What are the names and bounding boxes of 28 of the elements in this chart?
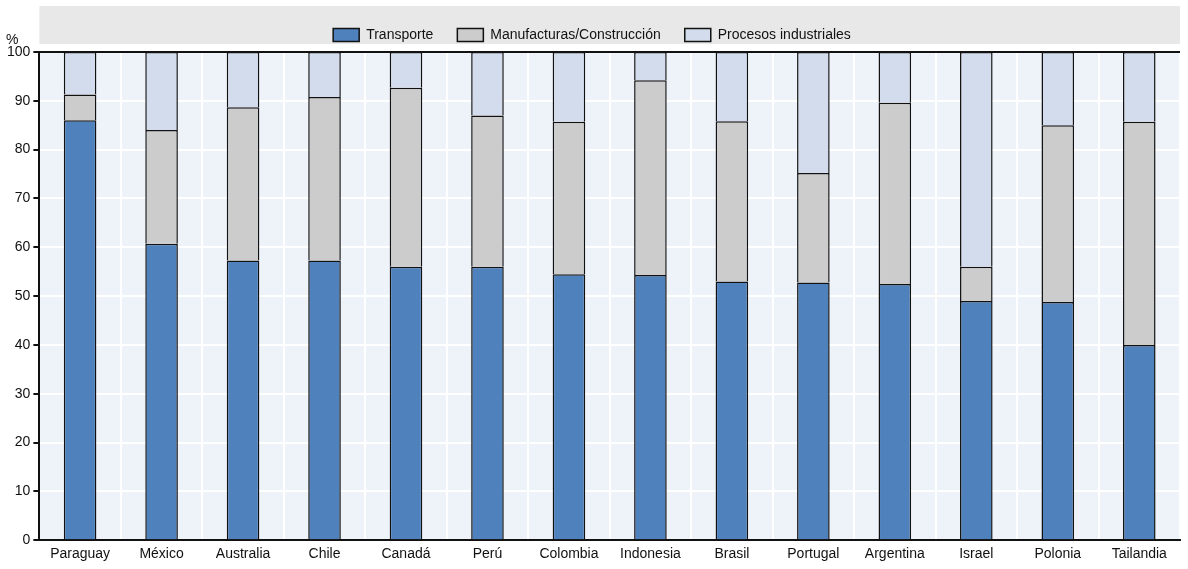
y-tick-label: 10 [14, 482, 31, 499]
x-tick-label: Tailandia [1111, 545, 1168, 562]
y-tick-label: 40 [14, 335, 31, 352]
y-tick-label: 30 [14, 384, 31, 401]
x-tick-label: Colombia [539, 545, 599, 562]
y-tick-label: 70 [14, 189, 31, 206]
x-tick-label: Australia [215, 545, 271, 562]
x-tick-label: México [139, 545, 184, 562]
x-tick-label: Portugal [787, 545, 840, 562]
x-tick-label: Brasil [714, 545, 750, 562]
legend-label: Manufacturas/Construcción [490, 25, 661, 42]
x-tick-label: Argentina [864, 545, 926, 562]
legend-label: Transporte [366, 25, 434, 42]
legend-label: Procesos industriales [717, 25, 851, 42]
x-tick-label: Indonesia [620, 545, 681, 562]
y-axis-title: % [6, 30, 19, 47]
x-tick-label: Israel [959, 545, 994, 562]
y-tick-label: 50 [14, 286, 31, 303]
y-tick-label: 20 [14, 433, 31, 450]
x-tick-label: Paraguay [50, 545, 111, 562]
x-tick-label: Canadá [381, 545, 431, 562]
y-tick-label: 60 [14, 238, 31, 255]
x-tick-label: Polonia [1034, 545, 1082, 562]
x-tick-label: Perú [472, 545, 503, 562]
y-tick-label: 90 [14, 91, 31, 108]
y-tick-label: 0 [22, 531, 31, 548]
x-tick-label: Chile [308, 545, 341, 562]
y-tick-label: 80 [14, 140, 31, 157]
